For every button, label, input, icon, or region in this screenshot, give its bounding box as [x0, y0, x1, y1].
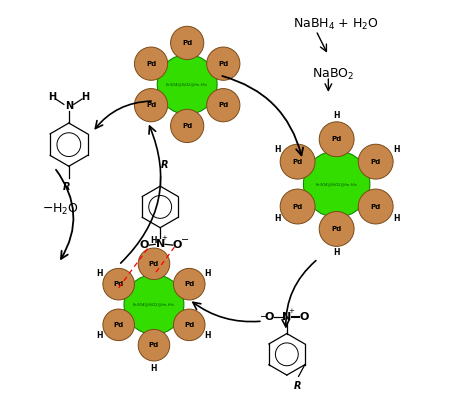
- Text: H: H: [333, 248, 340, 257]
- Text: +: +: [162, 235, 167, 242]
- Text: Fe3O4@SiO2@Im-His: Fe3O4@SiO2@Im-His: [166, 82, 208, 87]
- Circle shape: [135, 47, 168, 80]
- Circle shape: [280, 144, 315, 179]
- Text: H: H: [274, 145, 281, 154]
- Text: $-$H$_2$O: $-$H$_2$O: [42, 201, 79, 217]
- Circle shape: [319, 212, 354, 246]
- Text: NaBO$_2$: NaBO$_2$: [312, 66, 354, 82]
- Circle shape: [280, 189, 315, 224]
- Circle shape: [135, 89, 168, 122]
- Text: −: −: [181, 235, 189, 245]
- Text: O: O: [264, 312, 274, 322]
- Text: N: N: [65, 102, 73, 112]
- Text: Pd: Pd: [146, 102, 156, 108]
- Circle shape: [103, 268, 135, 300]
- Text: Pd: Pd: [182, 40, 192, 46]
- Text: NaBH$_4$ + H$_2$O: NaBH$_4$ + H$_2$O: [293, 17, 379, 32]
- Text: H: H: [97, 331, 103, 340]
- Text: Fe3O4@SiO2@Im-His: Fe3O4@SiO2@Im-His: [316, 182, 357, 186]
- Text: R: R: [63, 182, 71, 192]
- Text: Pd: Pd: [292, 204, 303, 209]
- Text: Pd: Pd: [146, 61, 156, 67]
- Circle shape: [207, 47, 240, 80]
- Text: N: N: [155, 239, 165, 249]
- Text: H: H: [393, 214, 399, 223]
- Text: R: R: [161, 161, 168, 171]
- Text: Pd: Pd: [184, 281, 194, 287]
- Circle shape: [319, 122, 354, 157]
- Text: +: +: [288, 308, 294, 314]
- Text: Pd: Pd: [218, 102, 228, 108]
- Text: O: O: [173, 240, 182, 250]
- Text: N: N: [282, 312, 292, 322]
- Text: H: H: [97, 269, 103, 278]
- Circle shape: [103, 309, 135, 341]
- Text: H: H: [274, 214, 281, 223]
- Text: H: H: [393, 145, 399, 154]
- Circle shape: [303, 151, 370, 217]
- Text: −: −: [259, 312, 268, 322]
- Text: Pd: Pd: [331, 136, 342, 142]
- Text: Pd: Pd: [331, 226, 342, 232]
- Text: Pd: Pd: [292, 159, 303, 165]
- Text: Pd: Pd: [114, 322, 124, 328]
- Text: H: H: [151, 364, 157, 373]
- Text: H: H: [333, 111, 340, 120]
- Circle shape: [358, 144, 393, 179]
- Text: Pd: Pd: [149, 261, 159, 267]
- Circle shape: [171, 26, 204, 59]
- Circle shape: [358, 189, 393, 224]
- Text: H: H: [82, 92, 90, 102]
- Text: H: H: [205, 269, 211, 278]
- Text: Pd: Pd: [182, 123, 192, 129]
- Text: Pd: Pd: [218, 61, 228, 67]
- Circle shape: [138, 329, 170, 361]
- Circle shape: [207, 89, 240, 122]
- Text: Pd: Pd: [184, 322, 194, 328]
- Circle shape: [157, 54, 217, 115]
- Text: Pd: Pd: [114, 281, 124, 287]
- Text: Pd: Pd: [371, 159, 381, 165]
- Text: O: O: [300, 312, 309, 322]
- Text: H: H: [151, 236, 157, 245]
- Text: Fe3O4@SiO2@Im-His: Fe3O4@SiO2@Im-His: [133, 303, 175, 306]
- Circle shape: [124, 275, 184, 334]
- Circle shape: [138, 248, 170, 280]
- Text: R: R: [293, 381, 301, 391]
- Text: H: H: [205, 331, 211, 340]
- Circle shape: [173, 268, 205, 300]
- Circle shape: [171, 110, 204, 143]
- Text: O: O: [140, 240, 149, 250]
- Text: Pd: Pd: [371, 204, 381, 209]
- Circle shape: [173, 309, 205, 341]
- Text: H: H: [48, 92, 56, 102]
- Text: Pd: Pd: [149, 342, 159, 348]
